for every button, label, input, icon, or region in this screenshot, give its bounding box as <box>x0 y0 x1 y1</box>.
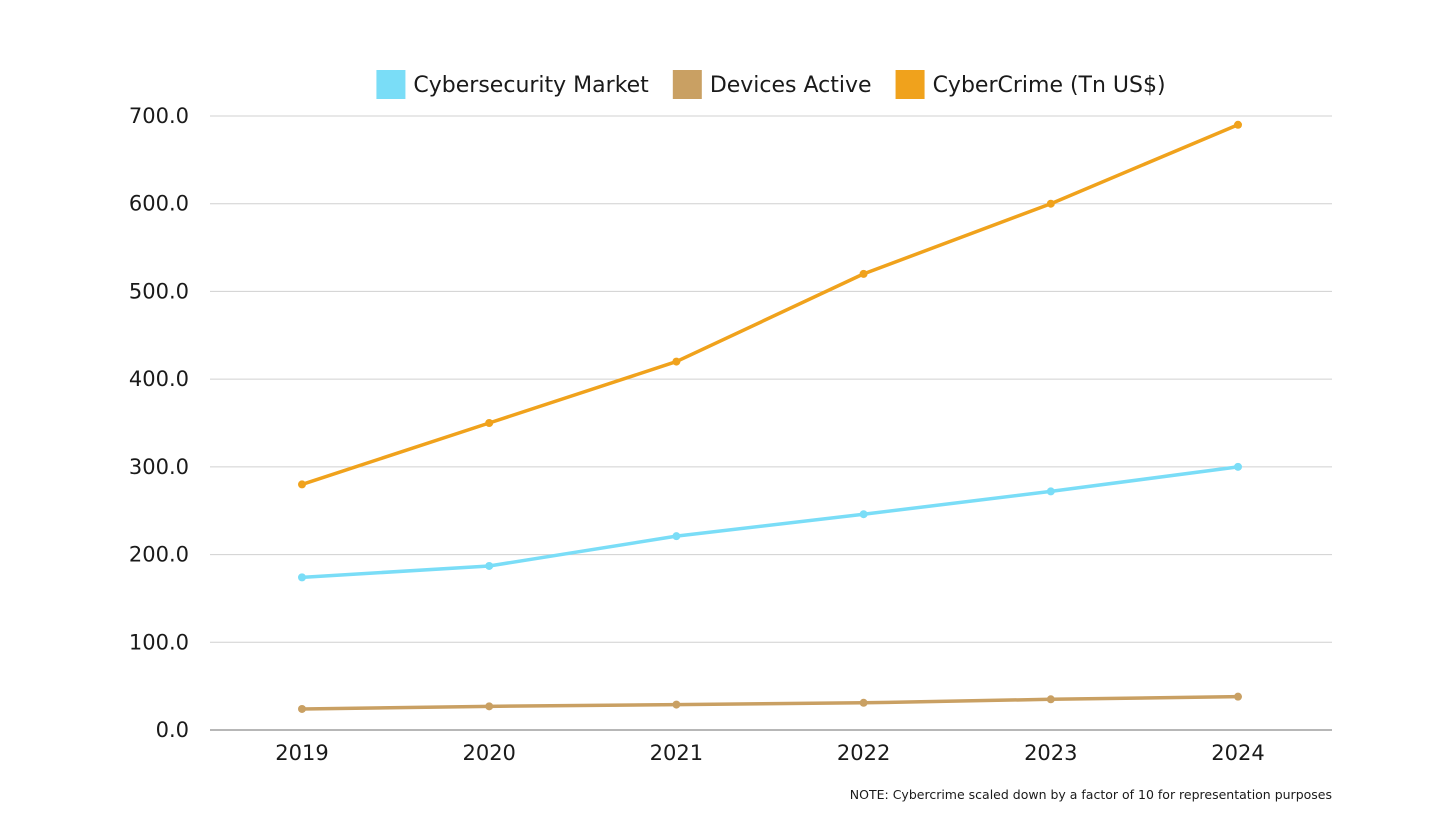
data-point <box>485 419 494 427</box>
x-tick-label: 2020 <box>462 741 515 765</box>
legend-swatch <box>672 70 702 99</box>
data-point <box>1234 120 1242 129</box>
legend-label: CyberCrime (Tn US$) <box>933 73 1166 98</box>
legend-label: Devices Active <box>710 73 872 98</box>
x-tick-label: 2022 <box>837 741 890 765</box>
y-tick-label: 700.0 <box>129 104 189 128</box>
data-point <box>1234 692 1242 701</box>
data-point <box>298 704 306 713</box>
data-point <box>1046 487 1055 496</box>
data-point <box>859 698 868 707</box>
y-tick-label: 100.0 <box>129 630 189 654</box>
data-point <box>1046 695 1055 704</box>
data-point <box>1046 199 1055 208</box>
chart-legend: Cybersecurity Market Devices Active CyberC… <box>376 70 1166 99</box>
series-line <box>300 694 1240 711</box>
data-point <box>298 480 306 489</box>
data-point <box>672 357 681 366</box>
chart-series <box>298 120 1242 713</box>
series-3 <box>298 120 1242 489</box>
x-tick-label: 2024 <box>1211 741 1264 765</box>
data-point <box>859 269 868 278</box>
data-point <box>298 573 306 582</box>
legend-item: Cybersecurity Market <box>376 70 649 99</box>
series-line <box>300 465 1240 580</box>
series-2 <box>298 692 1242 713</box>
legend-label: Cybersecurity Market <box>413 73 649 98</box>
data-point <box>485 561 494 570</box>
y-tick-label: 300.0 <box>129 455 189 479</box>
y-axis-tick-labels: 0.0 100.0 200.0 300.0 400.0 500.0 600.0 700.0 <box>129 104 189 742</box>
data-point <box>485 702 494 711</box>
data-point <box>859 510 868 519</box>
data-point <box>672 532 681 541</box>
y-tick-label: 0.0 <box>156 718 189 742</box>
data-point <box>672 700 681 709</box>
y-tick-label: 600.0 <box>129 192 189 216</box>
y-tick-label: 200.0 <box>129 543 189 567</box>
series-1 <box>298 462 1242 582</box>
x-tick-label: 2021 <box>650 741 703 765</box>
x-tick-label: 2023 <box>1024 741 1077 765</box>
legend-item: Devices Active <box>672 70 872 99</box>
legend-swatch <box>376 70 406 99</box>
chart-note-annotation: NOTE: Cybercrime scaled down by a factor… <box>850 787 1332 802</box>
y-tick-label: 500.0 <box>129 279 189 303</box>
legend-swatch <box>895 70 925 99</box>
data-point <box>1234 462 1242 471</box>
series-line <box>300 123 1240 487</box>
x-axis-tick-labels: 2019 2020 2021 2022 2023 2024 <box>275 741 1264 765</box>
legend-item: CyberCrime (Tn US$) <box>895 70 1166 99</box>
chart-grid <box>210 115 1332 731</box>
y-tick-label: 400.0 <box>129 367 189 391</box>
x-tick-label: 2019 <box>275 741 328 765</box>
